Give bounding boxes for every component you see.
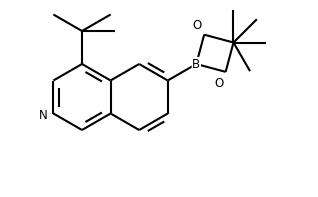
Text: O: O <box>192 19 201 32</box>
Text: B: B <box>192 58 200 71</box>
Text: O: O <box>214 77 224 90</box>
Text: N: N <box>39 109 47 122</box>
